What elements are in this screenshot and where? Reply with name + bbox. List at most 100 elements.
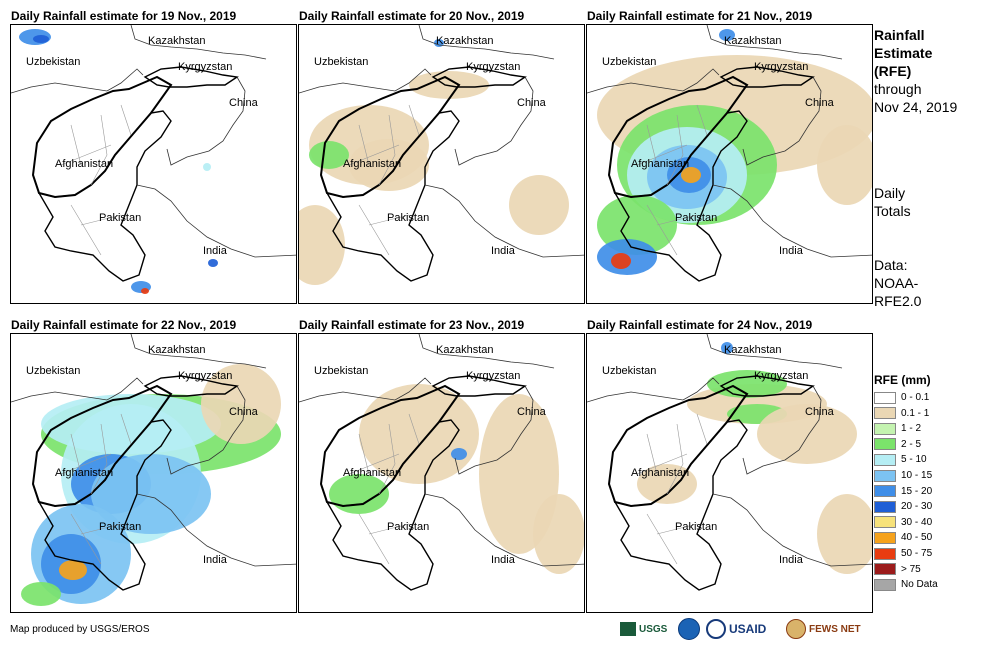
legend-label: No Data [901, 579, 938, 591]
province-borders [60, 413, 132, 565]
rainfall-area [299, 205, 345, 285]
country-label-pakistan: Pakistan [675, 521, 718, 533]
kyrgyzstan-border [143, 66, 239, 88]
country-label-uzbekistan: Uzbekistan [314, 365, 369, 377]
province-borders [348, 413, 420, 565]
map-panel-24-nov: Kazakhstan Uzbekistan Kyrgyzstan China Afgha… [586, 333, 873, 613]
india-border [136, 493, 296, 567]
rainfall-area [757, 404, 857, 464]
legend-item: 2 - 5 [874, 437, 921, 452]
legend-swatch [874, 391, 896, 404]
country-label-uzbekistan: Uzbekistan [26, 56, 81, 68]
india-border [712, 493, 872, 567]
side-data-2: NOAA- [874, 275, 919, 291]
panel-title-2: Daily Rainfall estimate for 20 Nov., 201… [299, 9, 525, 23]
uzbekistan-border [587, 377, 720, 403]
legend-label: 1 - 2 [901, 423, 922, 435]
country-label-kazakhstan: Kazakhstan [724, 344, 782, 356]
country-label-india: India [203, 245, 227, 257]
kazakhstan-border [418, 25, 555, 60]
legend-item: 5 - 10 [874, 452, 927, 467]
noaa-emblem-icon [678, 618, 700, 640]
country-label-china: China [517, 97, 546, 109]
rainfall-area [817, 125, 872, 205]
legend-label: 40 - 50 [901, 532, 933, 544]
rainfall-area [721, 342, 733, 354]
china-border [166, 385, 246, 475]
country-label-china: China [805, 97, 834, 109]
country-label-kazakhstan: Kazakhstan [148, 35, 206, 47]
map-drawing [299, 334, 584, 591]
country-label-afghanistan: Afghanistan [55, 467, 114, 479]
country-label-uzbekistan: Uzbekistan [602, 56, 657, 68]
rainfall-area [33, 35, 49, 43]
rainfall-area [637, 464, 697, 504]
country-label-afghanistan: Afghanistan [631, 467, 690, 479]
fewsnet-globe-icon [786, 619, 806, 639]
legend-swatch [874, 531, 896, 544]
noaa-logo [678, 618, 700, 640]
pakistan-border [613, 419, 748, 591]
kazakhstan-border [130, 334, 267, 369]
side-data-source: Data: NOAA- RFE2.0 [874, 256, 921, 310]
country-label-kyrgyzstan: Kyrgyzstan [754, 370, 809, 382]
legend-item: > 75 [874, 562, 921, 577]
usaid-logo-text: USAID [729, 622, 767, 636]
side-date: Nov 24, 2019 [874, 99, 958, 115]
kyrgyzstan-border [719, 66, 815, 88]
panel-title-6: Daily Rainfall estimate for 24 Nov., 201… [587, 318, 813, 332]
rainfall-area [509, 175, 569, 235]
legend-label: 5 - 10 [901, 454, 927, 466]
china-border [454, 385, 534, 475]
map-panel-21-nov: Kazakhstan Uzbekistan Kyrgyzstan China Afgha… [586, 24, 873, 304]
map-drawing [587, 334, 872, 591]
map-drawing [299, 25, 584, 285]
kyrgyzstan-border [143, 375, 239, 397]
country-label-pakistan: Pakistan [387, 212, 430, 224]
legend-label: 0 - 0.1 [901, 392, 930, 403]
china-border [166, 76, 246, 166]
side-daily-2: Totals [874, 203, 911, 219]
country-label-pakistan: Pakistan [99, 212, 142, 224]
country-label-kyrgyzstan: Kyrgyzstan [754, 61, 809, 73]
country-label-uzbekistan: Uzbekistan [602, 365, 657, 377]
legend-label: 2 - 5 [901, 438, 922, 450]
map-panel-22-nov: Kazakhstan Uzbekistan Kyrgyzstan China Afgha… [10, 333, 297, 613]
kyrgyzstan-border [719, 375, 815, 397]
pakistan-border [325, 110, 460, 282]
legend-swatch [874, 563, 896, 576]
legend-swatch [874, 422, 896, 435]
legend-item: 30 - 40 [874, 515, 932, 530]
side-title-line1: Rainfall [874, 27, 925, 43]
country-label-india: India [491, 245, 515, 257]
side-daily-totals: Daily Totals [874, 184, 911, 220]
country-label-india: India [779, 245, 803, 257]
country-label-pakistan: Pakistan [387, 521, 430, 533]
rainfall-area [349, 139, 429, 191]
side-through: through [874, 81, 922, 97]
country-label-kyrgyzstan: Kyrgyzstan [466, 370, 521, 382]
india-border [136, 184, 296, 258]
rainfall-area [681, 167, 701, 183]
pakistan-border [325, 419, 460, 591]
rainfall-area [208, 259, 218, 267]
map-drawing [11, 25, 296, 294]
legend-label: 20 - 30 [901, 501, 933, 513]
rainfall-area [203, 163, 211, 171]
rainfall-area [719, 29, 735, 41]
panel-title-5: Daily Rainfall estimate for 23 Nov., 201… [299, 318, 525, 332]
country-label-pakistan: Pakistan [675, 212, 718, 224]
china-border [742, 76, 822, 166]
country-label-china: China [805, 406, 834, 418]
kazakhstan-border [706, 25, 843, 60]
rainfall-area [533, 494, 584, 574]
country-label-afghanistan: Afghanistan [631, 158, 690, 170]
country-label-kyrgyzstan: Kyrgyzstan [466, 61, 521, 73]
legend-swatch [874, 516, 896, 529]
country-label-kazakhstan: Kazakhstan [724, 35, 782, 47]
legend-title: RFE (mm) [874, 373, 931, 387]
usaid-logo: USAID [706, 618, 766, 640]
side-title-line2: Estimate [874, 45, 933, 61]
panel-title-3: Daily Rainfall estimate for 21 Nov., 201… [587, 9, 813, 23]
pakistan-border [613, 110, 748, 282]
